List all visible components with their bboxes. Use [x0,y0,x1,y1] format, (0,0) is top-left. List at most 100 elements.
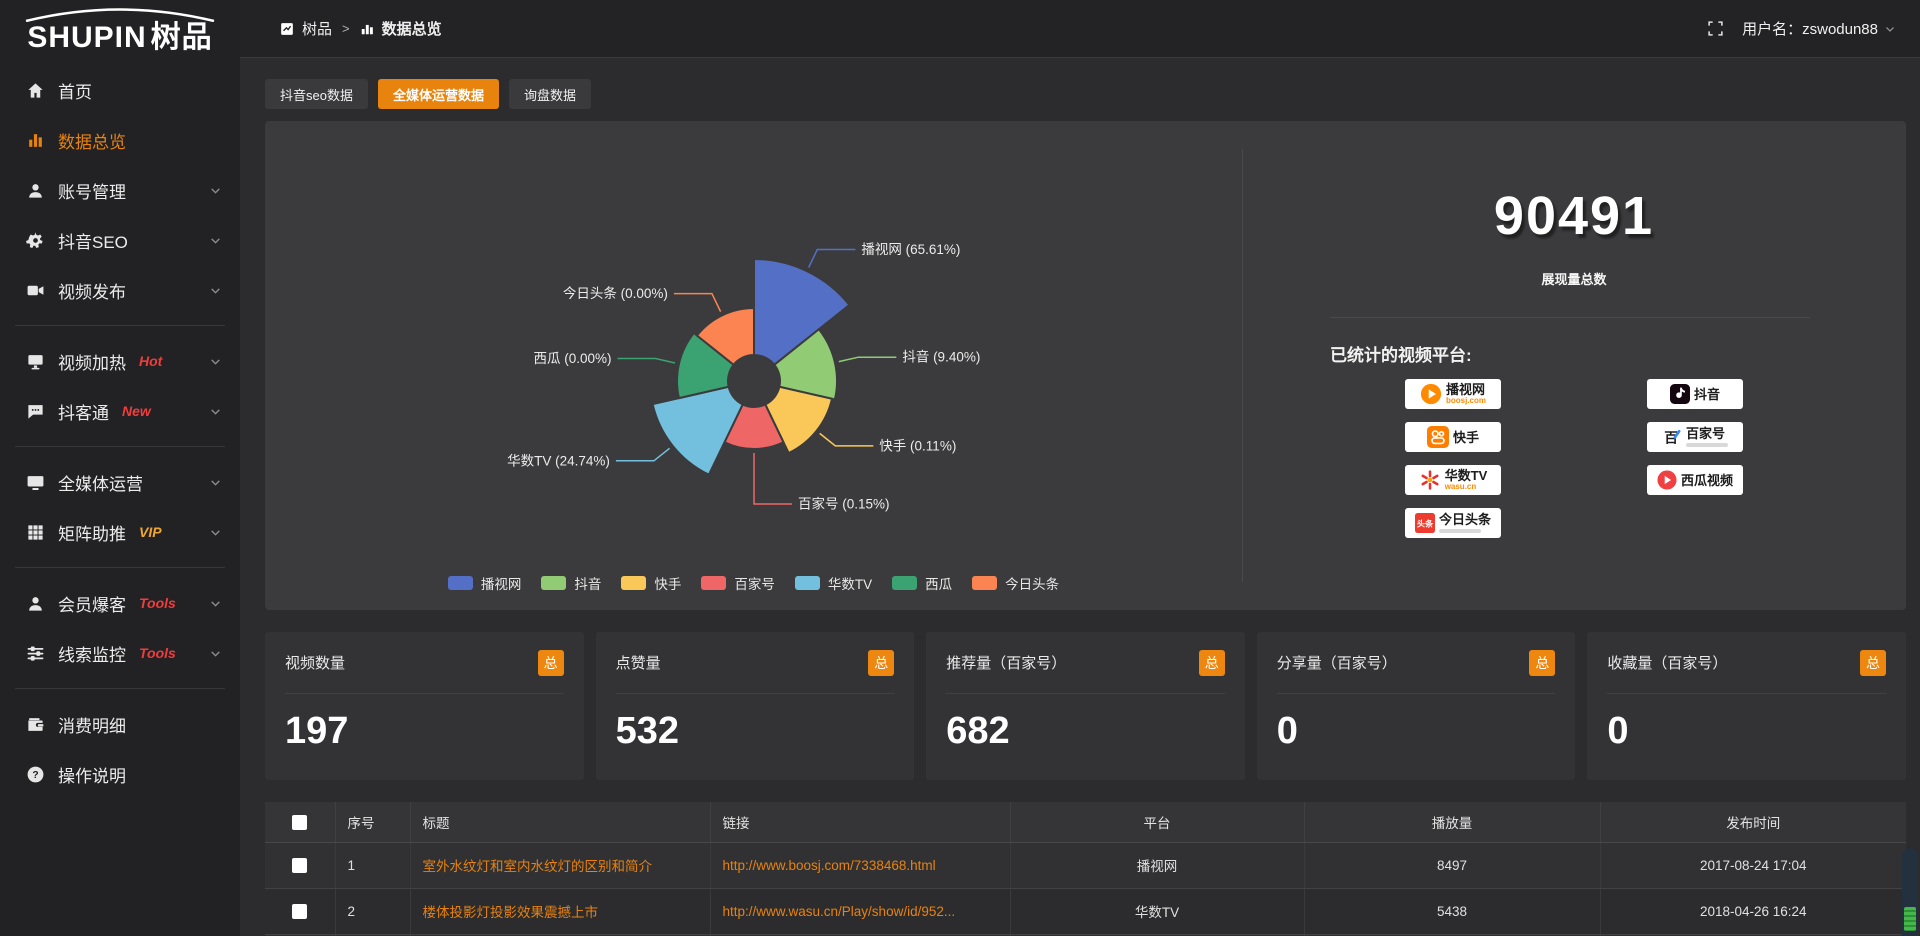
column-header-6: 发布时间 [1600,802,1906,843]
overview-panel: 播视网 (65.61%) 抖音 (9.40%) 快手 (0.11%) 百家号 (0.1… [265,121,1906,610]
chevron-down-icon [209,184,222,197]
sidebar-item-douyin-seo[interactable]: 抖音SEO [0,215,240,265]
row-platform: 播视网 [1010,842,1305,889]
legend-item-1[interactable]: 播视网 [447,573,522,593]
platform-badge-text: 快手 [1453,431,1479,444]
pie-label: 抖音 (9.40%) [902,349,980,365]
row-url-link[interactable]: http://www.boosj.com/7338468.html [710,842,1011,889]
select-all-checkbox[interactable] [292,814,308,830]
topbar-right: 用户名：zswodun88 [1707,18,1896,39]
sidebar-item-video-publish[interactable]: 视频发布 [0,265,240,315]
pie-slice-2[interactable] [772,327,838,401]
breadcrumb-home[interactable]: 树品 [302,21,333,38]
chevron-down-icon [209,597,222,610]
stat-cards: 视频数量总 197 点赞量总 532 推荐量（百家号）总 682 分享量（百家号）总 0 收藏量… [265,632,1906,780]
table-row: 2 楼体投影灯投影效果震撼上市 http://www.wasu.cn/Play/sh… [265,888,1906,935]
legend-item-4[interactable]: 百家号 [701,573,775,593]
empty-cell [265,934,336,936]
user-icon [25,180,45,200]
table-body: 1 室外水纹灯和室内水纹灯的区别和简介 http://www.boosj.com/7… [265,842,1906,936]
sidebar-item-video-heat[interactable]: 视频加热 Hot [0,336,240,386]
chevron-down-icon [209,234,222,247]
sidebar-item-member-baoke[interactable]: 会员爆客 Tools [0,578,240,628]
empty-cell [1304,934,1601,936]
legend-item-2[interactable]: 抖音 [541,573,601,593]
pie-label-line [838,356,897,363]
column-header-3: 链接 [710,802,1011,843]
sidebar-item-matrix-boost[interactable]: 矩阵助推 VIP [0,507,240,557]
platform-badge-text: 西瓜视频 [1681,474,1733,487]
pie-slice-7[interactable] [695,306,755,367]
legend-item-5[interactable]: 华数TV [794,573,872,593]
app-logo: SHUPIN 树品 [0,0,240,53]
user2-icon [25,593,45,613]
row-checkbox[interactable] [292,903,308,919]
sidebar-item-consume-detail[interactable]: 消费明细 [0,699,240,749]
legend-swatch [541,576,567,590]
video-icon [25,280,45,300]
sidebar-item-account-management[interactable]: 账号管理 [0,165,240,215]
rose-chart-area: 播视网 (65.61%) 抖音 (9.40%) 快手 (0.11%) 百家号 (0.1… [265,121,1242,610]
sidebar-item-operation-guide[interactable]: ? 操作说明 [0,749,240,799]
legend-item-3[interactable]: 快手 [621,573,681,593]
row-url-link[interactable]: http://www.wasu.cn/Play/show/id/952... [710,888,1011,935]
tab-2[interactable]: 全媒体运营数据 [377,79,499,109]
sidebar-item-media-operation[interactable]: 全媒体运营 [0,457,240,507]
sidebar-divider [15,446,225,447]
row-checkbox[interactable] [292,857,308,873]
stat-card-title: 收藏量（百家号） [1607,655,1728,672]
pie-slice-6[interactable] [676,331,736,400]
xigua-logo-icon [1657,470,1677,490]
logo-arc [25,8,215,22]
kuaishou-logo-icon [1426,426,1449,448]
chevron-down-icon [209,355,222,368]
sidebar-item-data-overview[interactable]: 数据总览 [0,115,240,165]
platform-badge-kuaishou: 快手 [1405,422,1501,452]
row-plays: 8497 [1304,842,1601,889]
fullscreen-icon[interactable] [1707,20,1724,37]
platform-badge-douyin: 抖音 [1647,379,1743,409]
pie-slice-3[interactable] [763,385,834,455]
sidebar-item-home[interactable]: 首页 [0,65,240,115]
row-title-link[interactable]: 楼体投影灯投影效果震撼上市 [410,888,711,935]
legend-swatch [621,576,647,590]
svg-text:百: 百 [1664,430,1678,445]
stat-card-3: 推荐量（百家号） 总 682 [926,632,1245,780]
header-checkbox-cell [265,802,336,843]
table-row: 1 室外水纹灯和室内水纹灯的区别和简介 http://www.boosj.com/7… [265,842,1906,889]
pie-label-line [807,248,856,268]
sliders-icon [25,643,45,663]
pie-slice-1[interactable] [753,257,851,367]
row-title-link[interactable]: 室外水纹灯和室内水纹灯的区别和简介 [410,842,711,889]
pie-label-line [615,447,671,462]
platform-badge-boosj: 播视网 boosj.com [1405,379,1501,409]
legend-item-6[interactable]: 西瓜 [892,573,952,593]
rose-chart[interactable]: 播视网 (65.61%) 抖音 (9.40%) 快手 (0.11%) 百家号 (0.1… [265,121,1242,571]
sidebar-item-tag: Hot [139,353,163,369]
total-badge: 总 [868,649,895,676]
svg-text:头条: 头条 [1417,519,1434,529]
user-menu[interactable]: 用户名：zswodun88 [1742,18,1896,39]
pie-label: 西瓜 (0.00%) [534,351,612,366]
floating-widget[interactable] [1902,848,1918,936]
breadcrumb-current[interactable]: 数据总览 [381,21,442,38]
tab-1[interactable]: 抖音seo数据 [265,79,368,109]
pie-label: 快手 (0.11%) [879,438,956,453]
stat-card-title: 推荐量（百家号） [946,655,1067,672]
sidebar-item-clue-monitor[interactable]: 线索监控 Tools [0,628,240,678]
platform-badge-text: 今日头条 [1438,513,1491,533]
platform-name: 西瓜视频 [1680,472,1733,488]
bar-chart-icon [25,130,45,150]
sidebar-item-tag: Tools [139,645,176,661]
tab-3[interactable]: 询盘数据 [508,79,591,109]
sidebar-item-douketong[interactable]: 抖客通 New [0,386,240,436]
platform-badge-toutiao: 头条 今日头条 [1405,508,1501,538]
platform-subtext-bar [1438,529,1481,533]
svg-text:?: ? [32,770,38,781]
legend-item-7[interactable]: 今日头条 [972,573,1059,593]
stat-card-title: 分享量（百家号） [1276,655,1397,672]
pie-label-line [673,292,722,312]
pie-slice-5[interactable] [651,385,745,477]
legend-label: 播视网 [480,577,522,592]
pie-label-line [617,357,676,364]
